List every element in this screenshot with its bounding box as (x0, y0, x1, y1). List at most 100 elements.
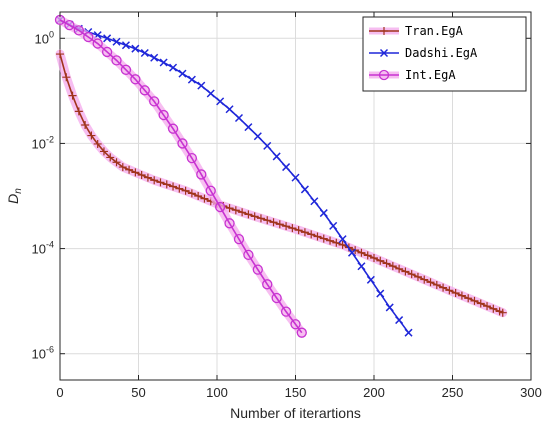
data-point-plus (162, 180, 171, 189)
legend-label: Int.EgA (405, 68, 456, 82)
data-point-plus (380, 27, 388, 35)
data-point-x (319, 209, 328, 218)
data-point-x (404, 328, 413, 337)
data-point-plus (294, 226, 303, 235)
data-point-circle (139, 85, 150, 96)
data-point-x (103, 34, 112, 43)
data-point-circle (149, 96, 160, 107)
data-point-circle (130, 74, 141, 85)
data-point-plus (439, 283, 448, 292)
y-axis-label-subscript: n (13, 188, 24, 194)
data-point-x (291, 173, 300, 182)
data-point-plus (332, 238, 341, 247)
data-point-x (379, 48, 389, 58)
series-line (59, 19, 410, 334)
data-point-plus (476, 299, 485, 308)
y-tick-label-base: 10 (32, 136, 46, 151)
x-tick-label: 300 (520, 385, 542, 400)
data-point-plus (256, 214, 265, 223)
data-point-plus (275, 220, 284, 229)
data-point-x (225, 105, 234, 114)
data-point-plus (156, 178, 165, 187)
data-point-circle (196, 169, 207, 180)
y-tick-label: 10-6 (32, 345, 54, 362)
x-tick-label: 50 (131, 385, 145, 400)
data-point-plus (87, 131, 96, 140)
data-point-plus (250, 212, 259, 221)
y-tick-label-base: 10 (32, 347, 46, 362)
data-point-circle (296, 327, 307, 338)
data-point-plus (376, 256, 385, 265)
y-tick-label-exponent: -4 (46, 240, 54, 250)
data-point-plus (131, 168, 140, 177)
data-point-plus (282, 222, 291, 231)
data-point-plus (401, 267, 410, 276)
data-point-x (150, 53, 159, 62)
data-point-plus (451, 288, 460, 297)
legend: Tran.EgA Dadshi.EgA Int.EgA (362, 16, 527, 92)
data-point-plus (319, 234, 328, 243)
data-point-plus (498, 308, 507, 317)
y-tick-label-base: 10 (32, 242, 46, 257)
y-tick-label-exponent: -6 (46, 345, 54, 355)
series (54, 14, 307, 338)
data-point-circle (271, 292, 282, 304)
data-point-x (385, 303, 394, 312)
y-axis-label: Dn (5, 188, 24, 204)
data-point-x (131, 44, 140, 53)
data-point-plus (106, 153, 115, 162)
series (55, 49, 508, 318)
data-point-plus (200, 194, 209, 203)
data-point-plus (269, 218, 278, 227)
data-point-plus (56, 50, 64, 59)
data-point-plus (74, 107, 83, 116)
y-tick-label-exponent: 0 (49, 29, 54, 39)
data-point-plus (175, 184, 184, 193)
data-point-circle (280, 306, 292, 317)
data-point-plus (313, 232, 322, 241)
data-point-plus (112, 158, 121, 167)
data-point-plus (68, 91, 77, 100)
data-point-plus (432, 280, 441, 289)
data-point-x (178, 69, 187, 78)
data-point-x (310, 197, 319, 206)
data-point-plus (413, 272, 422, 281)
y-tick-label: 10-2 (32, 134, 54, 151)
data-point-plus (395, 264, 404, 273)
data-point-plus (62, 73, 71, 82)
data-point-plus (357, 248, 366, 257)
data-point-plus (420, 275, 429, 284)
data-point-plus (370, 254, 378, 263)
data-point-plus (143, 173, 152, 182)
y-axis-label-main: D (5, 194, 21, 204)
data-point-circle (167, 123, 179, 134)
data-point-x (197, 81, 206, 90)
legend-item: Tran.EgA (369, 24, 464, 38)
data-point-plus (382, 259, 391, 268)
x-tick-label: 200 (363, 385, 385, 400)
data-point-x (357, 262, 366, 271)
data-point-x (282, 163, 291, 172)
data-point-circle (73, 25, 84, 36)
data-point-plus (307, 230, 316, 239)
data-point-plus (457, 291, 466, 300)
x-tick-label: 250 (442, 385, 464, 400)
x-axis-label: Number of iterartions (230, 405, 361, 421)
data-point-plus (300, 228, 309, 237)
data-point-x (244, 123, 253, 132)
data-point-plus (238, 208, 247, 217)
data-point-x (263, 141, 272, 150)
data-point-x (347, 248, 357, 257)
data-point-x (159, 58, 168, 67)
data-point-plus (150, 176, 159, 185)
data-point-circle (64, 19, 75, 31)
data-point-plus (363, 251, 372, 260)
legend-label: Tran.EgA (405, 24, 464, 38)
data-point-plus (81, 121, 90, 130)
y-tick-label: 100 (35, 29, 54, 46)
data-point-x (329, 221, 338, 230)
data-point-plus (464, 294, 473, 303)
data-point-x (395, 316, 404, 325)
data-point-plus (483, 302, 492, 311)
data-point-plus (137, 170, 146, 179)
